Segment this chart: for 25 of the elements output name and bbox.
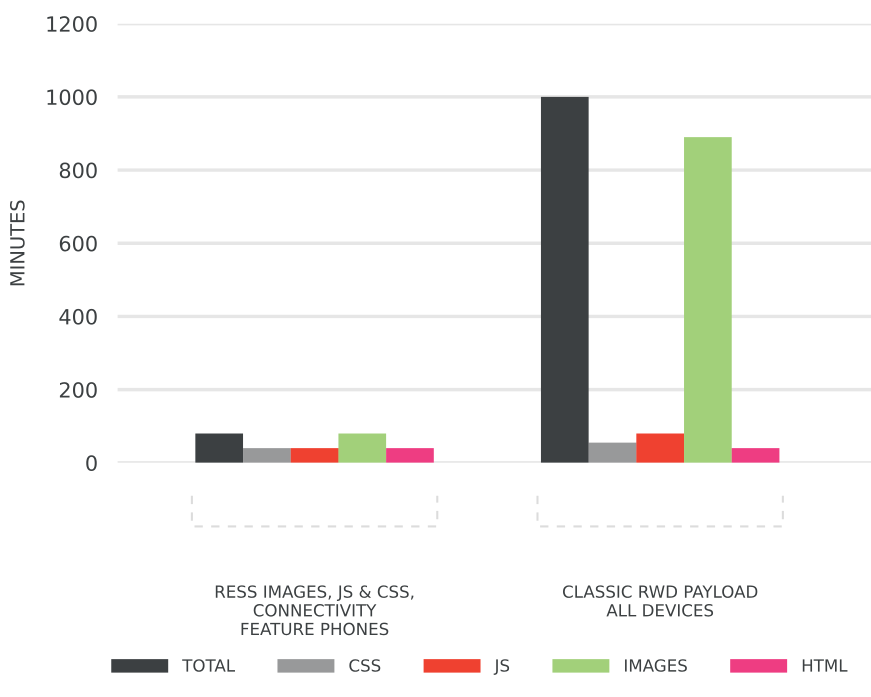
bar [243, 448, 291, 463]
x-tick-label: RESS IMAGES, JS & CSS, CONNECTIVITY FEATURE PHONES [216, 585, 414, 636]
legend-label: JS [494, 659, 510, 675]
y-axis-title: MINUTES [10, 200, 25, 286]
bar [588, 442, 636, 463]
bar [290, 448, 338, 463]
bar [732, 448, 780, 463]
legend-label: IMAGES [625, 659, 687, 672]
y-tick-label: 600 [60, 236, 97, 252]
legend-label: HTML [802, 659, 848, 672]
y-tick-label: 400 [59, 308, 97, 325]
y-tick-label: 0 [86, 455, 97, 472]
y-tick-label: 200 [60, 382, 97, 398]
bar [386, 448, 434, 463]
bar [684, 137, 732, 463]
y-tick-label: 1200 [47, 16, 97, 32]
y-tick-label: 800 [60, 162, 97, 178]
bar [540, 96, 589, 463]
legend-label: TOTAL [182, 659, 236, 672]
bar [195, 434, 244, 463]
x-tick-label: CLASSIC RWD PAYLOAD ALL DEVICES [562, 585, 758, 617]
bar [338, 434, 386, 463]
bar [636, 434, 684, 463]
legend-label: CSS [349, 659, 380, 672]
y-tick-label: 1000 [47, 89, 97, 106]
